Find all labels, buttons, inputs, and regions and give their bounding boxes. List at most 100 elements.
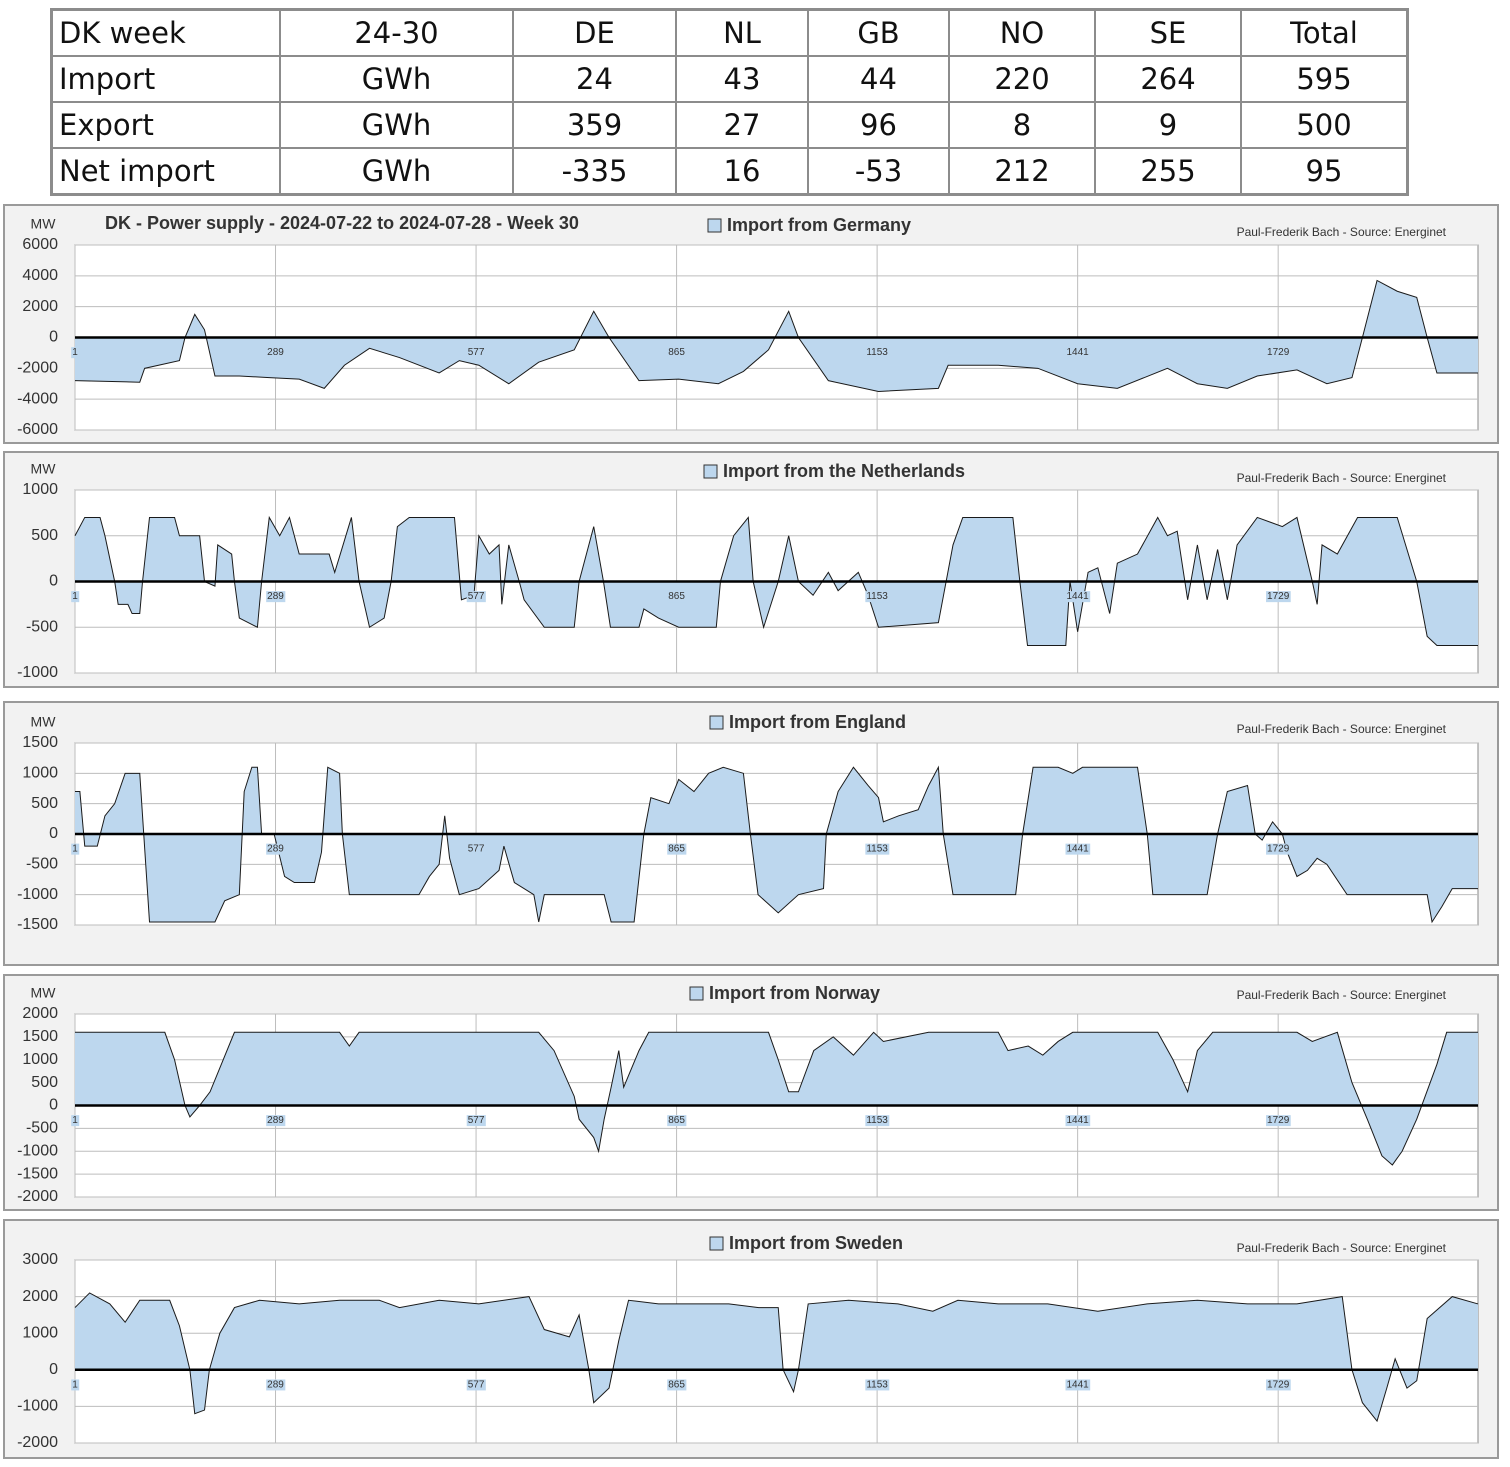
x-tick-label: 289 <box>267 347 284 358</box>
y-axis-label: MW <box>31 714 57 730</box>
x-tick-label-bg <box>667 1115 687 1127</box>
legend-swatch <box>707 218 722 233</box>
table-cell: 27 <box>675 101 809 149</box>
y-tick-label: 0 <box>49 825 58 842</box>
table-cell: GWh <box>279 55 514 103</box>
area-fill <box>75 280 1478 392</box>
x-tick-label-bg <box>667 843 687 855</box>
x-tick-label-bg <box>266 1379 286 1391</box>
x-tick-label-bg <box>266 591 286 603</box>
x-tick-label: 865 <box>668 591 685 602</box>
chart-title: DK - Power supply - 2024-07-22 to 2024-0… <box>105 213 579 233</box>
x-tick-label: 1153 <box>866 591 888 602</box>
x-tick-label-bg <box>71 591 80 603</box>
legend-label: Import from the Netherlands <box>723 461 965 481</box>
table-cell: GWh <box>279 147 514 196</box>
area-line <box>75 1031 1478 1166</box>
y-tick-label: -500 <box>26 618 58 635</box>
table-cell: 212 <box>948 147 1096 196</box>
x-tick-label-bg <box>1065 1115 1091 1127</box>
area-line <box>74 1292 1479 1423</box>
x-tick-label-bg <box>865 843 890 855</box>
x-tick-label: 1729 <box>1267 347 1290 358</box>
x-tick-label-bg <box>466 1115 486 1127</box>
y-axis-label: MW <box>31 461 57 477</box>
summary-table: DK week 24-30 DE NL GB NO SE Total Import GWh 24 43… <box>50 8 1409 196</box>
y-tick-label: -2000 <box>17 1434 58 1451</box>
table-row: Net import GWh -335 16 -53 212 255 95 <box>50 147 1409 196</box>
x-tick-label-bg <box>865 1379 890 1391</box>
x-tick-label: 1 <box>72 347 78 358</box>
x-tick-label: 865 <box>668 1115 685 1126</box>
x-tick-label-bg <box>466 843 486 855</box>
y-tick-label: 6000 <box>22 236 58 253</box>
table-cell: Net import <box>50 147 281 196</box>
table-cell: 24 <box>512 55 677 103</box>
x-tick-label-bg <box>667 591 687 603</box>
x-tick-label: 1 <box>72 1379 78 1390</box>
table-cell: 9 <box>1094 101 1242 149</box>
x-tick-label-bg <box>266 1115 286 1127</box>
x-tick-label-bg <box>1065 843 1091 855</box>
y-tick-label: -4000 <box>17 390 58 407</box>
x-tick-label-bg <box>865 347 890 359</box>
x-tick-label: 1729 <box>1267 591 1290 602</box>
x-tick-label-bg <box>865 591 890 603</box>
y-tick-label: 0 <box>49 573 58 590</box>
table-cell: 264 <box>1094 55 1242 103</box>
y-tick-label: 500 <box>31 1074 58 1091</box>
x-tick-label-bg <box>1065 347 1091 359</box>
x-tick-label-bg <box>1266 1115 1291 1127</box>
table-cell: SE <box>1094 8 1242 57</box>
table-cell: 16 <box>675 147 809 196</box>
y-tick-label: 1000 <box>22 1051 58 1068</box>
table-cell: 220 <box>948 55 1096 103</box>
y-tick-label: 3000 <box>22 1251 58 1268</box>
y-tick-label: -1500 <box>17 1165 58 1182</box>
x-tick-label-bg <box>266 347 286 359</box>
credit: Paul-Frederik Bach - Source: Energinet <box>1237 1241 1447 1255</box>
x-tick-label: 865 <box>668 844 685 855</box>
y-tick-label: 2000 <box>22 1288 58 1305</box>
y-tick-label: -1000 <box>17 1142 58 1159</box>
table-cell: -53 <box>807 147 950 196</box>
x-tick-label: 865 <box>668 1379 685 1390</box>
area-fill <box>75 767 1478 922</box>
x-tick-label-bg <box>1266 843 1291 855</box>
x-tick-label-bg <box>466 347 486 359</box>
y-tick-label: -2000 <box>17 360 58 377</box>
table-cell: 95 <box>1240 147 1409 196</box>
x-tick-label-bg <box>1065 591 1091 603</box>
y-tick-label: 0 <box>49 329 58 346</box>
x-tick-label-bg <box>1266 347 1291 359</box>
y-tick-label: -2000 <box>17 1188 58 1205</box>
x-tick-label-bg <box>865 1115 890 1127</box>
table-cell: 96 <box>807 101 950 149</box>
area-fill <box>75 1032 1478 1165</box>
y-tick-label: -1500 <box>17 916 58 933</box>
y-tick-label: 1000 <box>22 1324 58 1341</box>
x-tick-label-bg <box>1266 1379 1291 1391</box>
x-tick-label: 577 <box>468 1379 485 1390</box>
table-cell: 8 <box>948 101 1096 149</box>
y-tick-label: 1000 <box>22 481 58 498</box>
x-tick-label: 289 <box>267 1379 284 1390</box>
y-tick-label: 500 <box>31 795 58 812</box>
x-tick-label: 1153 <box>866 1115 888 1126</box>
y-tick-label: 1500 <box>22 1028 58 1045</box>
x-tick-label: 1153 <box>866 1379 888 1390</box>
x-tick-label: 1441 <box>1067 591 1090 602</box>
x-tick-label: 1 <box>72 591 78 602</box>
x-tick-label: 1153 <box>866 347 888 358</box>
table-row: DK week 24-30 DE NL GB NO SE Total <box>50 8 1409 57</box>
x-tick-label: 1729 <box>1267 844 1290 855</box>
x-tick-label: 577 <box>468 844 485 855</box>
legend-swatch <box>689 986 704 1001</box>
table-cell: DK week <box>50 8 281 57</box>
y-tick-label: 1000 <box>22 765 58 782</box>
x-tick-label-bg <box>466 591 486 603</box>
x-tick-label: 289 <box>267 844 284 855</box>
y-axis-label: MW <box>31 985 57 1001</box>
legend-label: Import from England <box>729 712 906 732</box>
